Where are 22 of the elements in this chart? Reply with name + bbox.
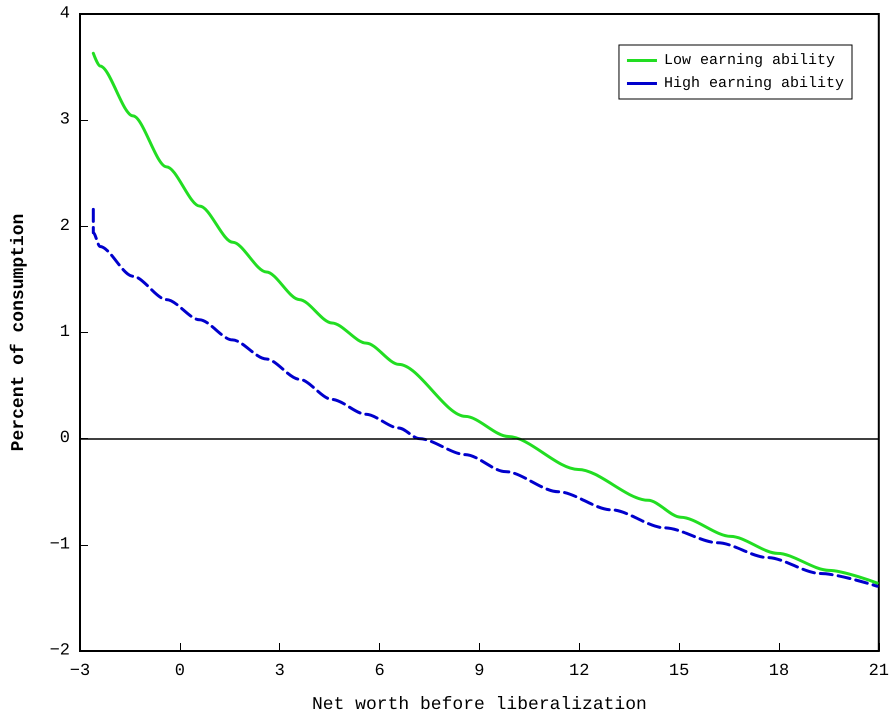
x-tick-label: 9 [474,662,484,681]
legend-label: Low earning ability [664,52,835,69]
line-series [92,208,879,588]
x-tick-label: −3 [70,662,90,681]
y-tick-label: 0 [60,429,70,448]
x-tick-label: 15 [668,662,690,681]
y-tick-label: 2 [60,216,70,236]
x-tick-label: 3 [274,662,285,681]
y-axis-title: Percent of consumption [9,214,29,452]
y-tick-label: −1 [50,535,70,554]
x-tick-label: 21 [868,662,889,681]
y-tick-label: −2 [50,642,70,660]
y-tick-label: 1 [60,323,70,342]
x-tick-label: 6 [374,662,385,681]
legend-label: High earning ability [664,75,844,92]
x-tick-label: 18 [768,662,790,681]
x-tick-label: 12 [569,662,590,681]
x-axis-title: Net worth before liberalization [312,695,647,715]
y-tick-label: 3 [60,110,70,130]
x-tick-label: 0 [174,662,185,681]
line-series [92,52,879,585]
y-tick-label: 4 [60,4,70,24]
